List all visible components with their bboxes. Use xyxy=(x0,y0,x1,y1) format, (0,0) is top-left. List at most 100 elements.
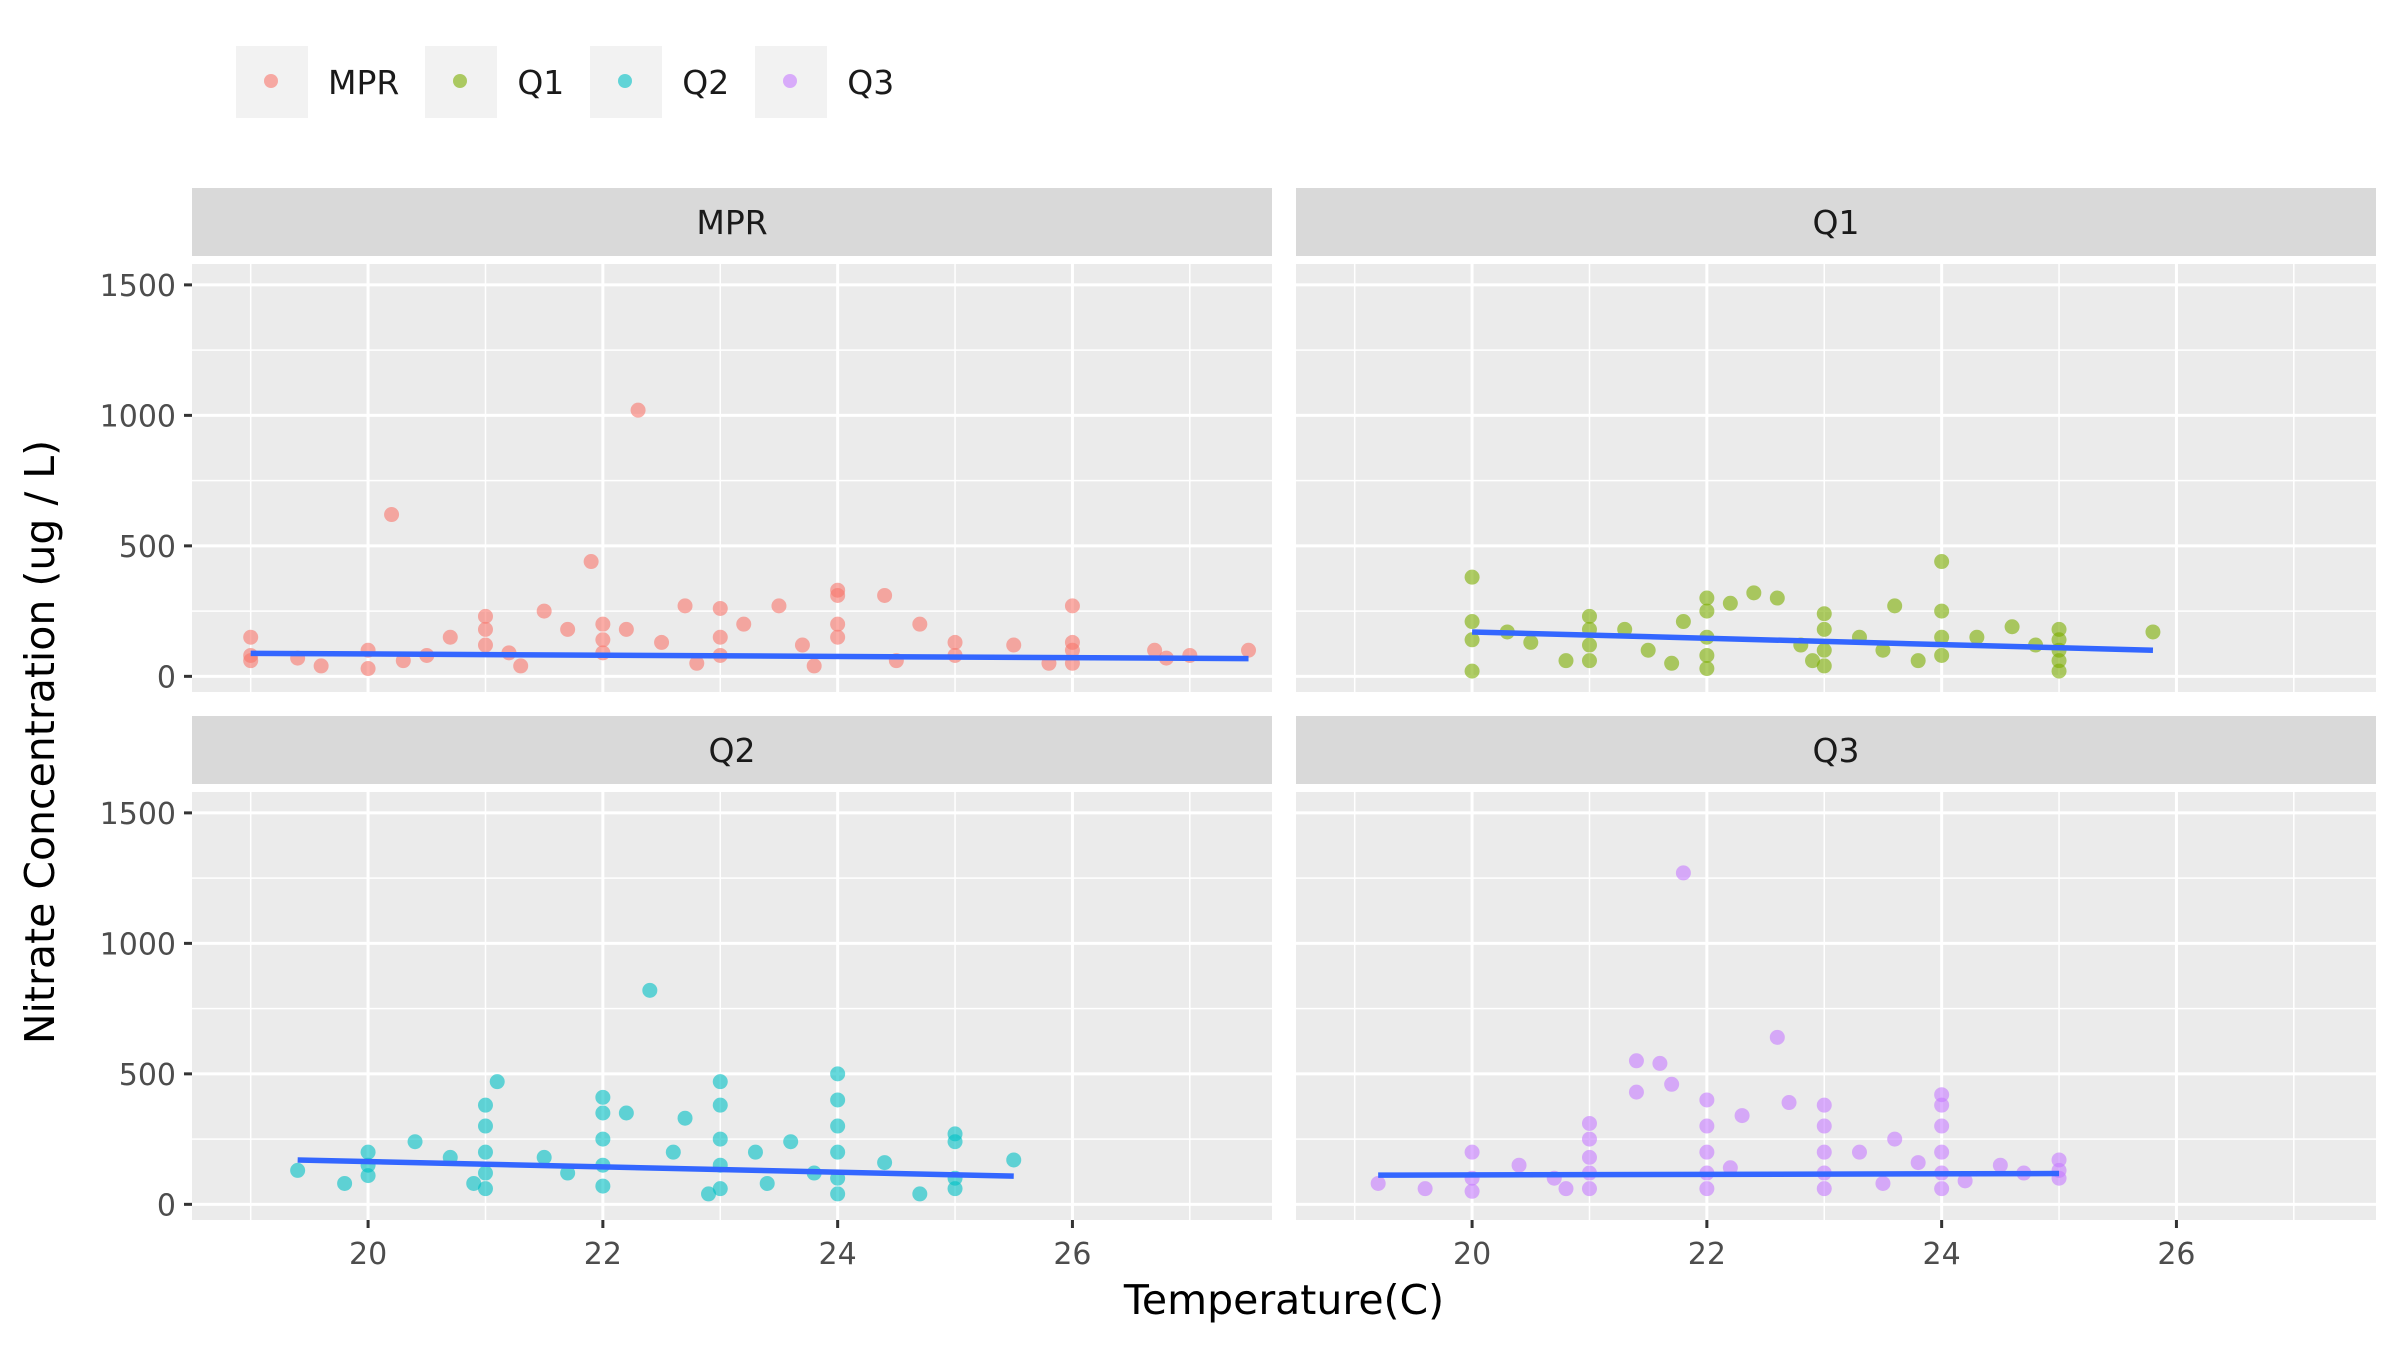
data-point xyxy=(290,1162,306,1178)
data-point xyxy=(1957,1173,1973,1189)
data-point xyxy=(1934,1144,1950,1160)
data-point xyxy=(1992,1157,2008,1173)
data-point xyxy=(618,1105,634,1121)
data-point xyxy=(1887,598,1903,614)
data-point xyxy=(2051,621,2067,637)
data-point xyxy=(1934,1087,1950,1103)
data-point xyxy=(407,1134,423,1150)
data-point xyxy=(642,982,658,998)
data-point xyxy=(712,600,728,616)
data-point xyxy=(1464,1144,1480,1160)
x-tick-label: 26 xyxy=(2157,1237,2195,1272)
data-point xyxy=(877,587,893,603)
data-point xyxy=(513,658,529,674)
data-point xyxy=(1699,647,1715,663)
data-point xyxy=(1934,603,1950,619)
data-point xyxy=(536,1149,552,1165)
data-point xyxy=(1558,1181,1574,1197)
panel-q3: Q3 20 22 24 26 xyxy=(1296,716,2376,1272)
x-axis-title: Temperature(C) xyxy=(1123,1276,1444,1324)
data-point xyxy=(583,554,599,570)
data-point xyxy=(536,603,552,619)
data-point xyxy=(595,616,611,632)
data-point xyxy=(1887,1131,1903,1147)
data-point xyxy=(736,616,752,632)
facet-strip-label: Q2 xyxy=(709,731,756,770)
data-point xyxy=(677,598,693,614)
data-point xyxy=(712,1131,728,1147)
data-point xyxy=(1910,1155,1926,1171)
data-point xyxy=(1617,621,1633,637)
data-point xyxy=(1675,865,1691,881)
data-point xyxy=(947,634,963,650)
data-point xyxy=(1558,653,1574,669)
data-point xyxy=(1581,637,1597,653)
data-point xyxy=(477,1165,493,1181)
legend-item: Q1 xyxy=(425,46,564,118)
data-point xyxy=(912,616,928,632)
legend-item: Q3 xyxy=(755,46,894,118)
data-point xyxy=(1464,569,1480,585)
data-point xyxy=(947,1181,963,1197)
data-point xyxy=(794,637,810,653)
data-point xyxy=(1699,590,1715,606)
panel-background xyxy=(1296,264,2376,692)
legend-key xyxy=(590,46,663,118)
legend-key xyxy=(755,46,828,118)
data-point xyxy=(1675,614,1691,630)
y-tick-label: 500 xyxy=(119,530,176,565)
data-point xyxy=(665,1144,681,1160)
legend-label: Q2 xyxy=(682,62,730,102)
data-point xyxy=(2051,1152,2067,1168)
data-point xyxy=(654,634,670,650)
data-point xyxy=(1769,1029,1785,1045)
data-point xyxy=(712,1181,728,1197)
data-point xyxy=(595,1178,611,1194)
data-point xyxy=(783,1134,799,1150)
data-point xyxy=(747,1144,763,1160)
data-point xyxy=(1241,642,1257,658)
data-point xyxy=(560,621,576,637)
data-point xyxy=(1464,614,1480,630)
data-point xyxy=(1875,1175,1891,1191)
trend-line xyxy=(1378,1170,2060,1178)
trend-line xyxy=(1472,629,2154,653)
data-point xyxy=(1816,606,1832,622)
data-point xyxy=(560,1165,576,1181)
x-tick-label: 24 xyxy=(819,1237,857,1272)
data-point xyxy=(1910,653,1926,669)
data-point xyxy=(830,1118,846,1134)
data-point xyxy=(1816,658,1832,674)
trend-line xyxy=(250,650,1249,662)
data-point xyxy=(1934,1097,1950,1113)
data-point xyxy=(1816,1118,1832,1134)
x-tick-label: 26 xyxy=(1053,1237,1091,1272)
data-point xyxy=(477,1118,493,1134)
data-point xyxy=(830,587,846,603)
data-point xyxy=(877,1155,893,1171)
data-point xyxy=(595,1089,611,1105)
data-point xyxy=(1816,642,1832,658)
x-tick-label: 24 xyxy=(1923,1237,1961,1272)
data-point xyxy=(384,507,400,523)
y-axis-title: Nitrate Concentration (ug / L) xyxy=(16,440,64,1044)
data-point xyxy=(2004,619,2020,635)
data-point xyxy=(830,616,846,632)
data-point xyxy=(1699,1144,1715,1160)
data-point xyxy=(1746,585,1762,601)
legend-key xyxy=(425,46,498,118)
data-point xyxy=(595,632,611,648)
data-point xyxy=(1699,661,1715,677)
facet-strip xyxy=(1296,716,2376,784)
y-tick-label: 0 xyxy=(157,660,176,695)
data-point xyxy=(2051,632,2067,648)
panel-q2: Q2 0 500 1000 1500 20 22 24 26 xyxy=(100,716,1272,1272)
data-point xyxy=(360,1168,376,1184)
data-point xyxy=(1875,642,1891,658)
y-tick-label: 1500 xyxy=(100,269,176,304)
data-point xyxy=(618,621,634,637)
data-point xyxy=(477,621,493,637)
data-point xyxy=(830,1186,846,1202)
data-point xyxy=(1734,1108,1750,1124)
